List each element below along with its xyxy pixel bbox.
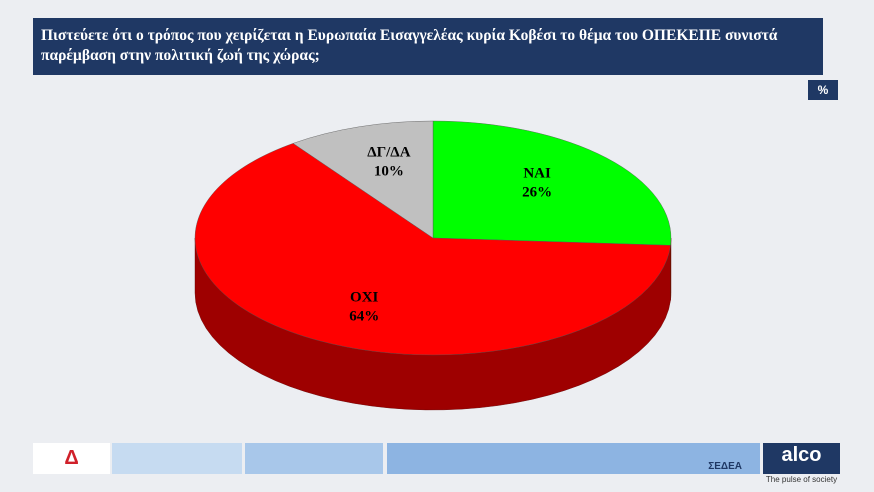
chart-title: Πιστεύετε ότι ο τρόπος που χειρίζεται η … [33, 18, 823, 75]
slice-value-label: 26% [522, 185, 552, 201]
logo-sedea: ΣΕΔΕΑ [708, 461, 742, 472]
footer-segment [245, 443, 383, 474]
alco-tagline: The pulse of society [765, 475, 838, 484]
footer-alco: alco [763, 443, 840, 474]
slice [292, 120, 434, 239]
footer-segment [112, 443, 242, 474]
slice-value-label: 10% [374, 163, 404, 179]
footer-logo-box: Δ [33, 443, 110, 474]
unit-label: % [808, 80, 838, 100]
footer-segment: ΣΕΔΕΑ [387, 443, 760, 474]
slice [432, 120, 672, 246]
slice [194, 143, 671, 356]
logo-left: Δ [64, 447, 79, 469]
slice-value-label: 64% [349, 309, 379, 325]
slice-category: ΔΓ/ΔΑ [367, 144, 411, 160]
logo-alco: alco [781, 444, 822, 466]
slice-category: ΟΧΙ [350, 290, 379, 306]
slice-category: ΝΑΙ [523, 166, 551, 182]
chart: ΝΑΙ 26% ΟΧΙ 64% ΔΓ/ΔΑ 10% [194, 120, 672, 411]
